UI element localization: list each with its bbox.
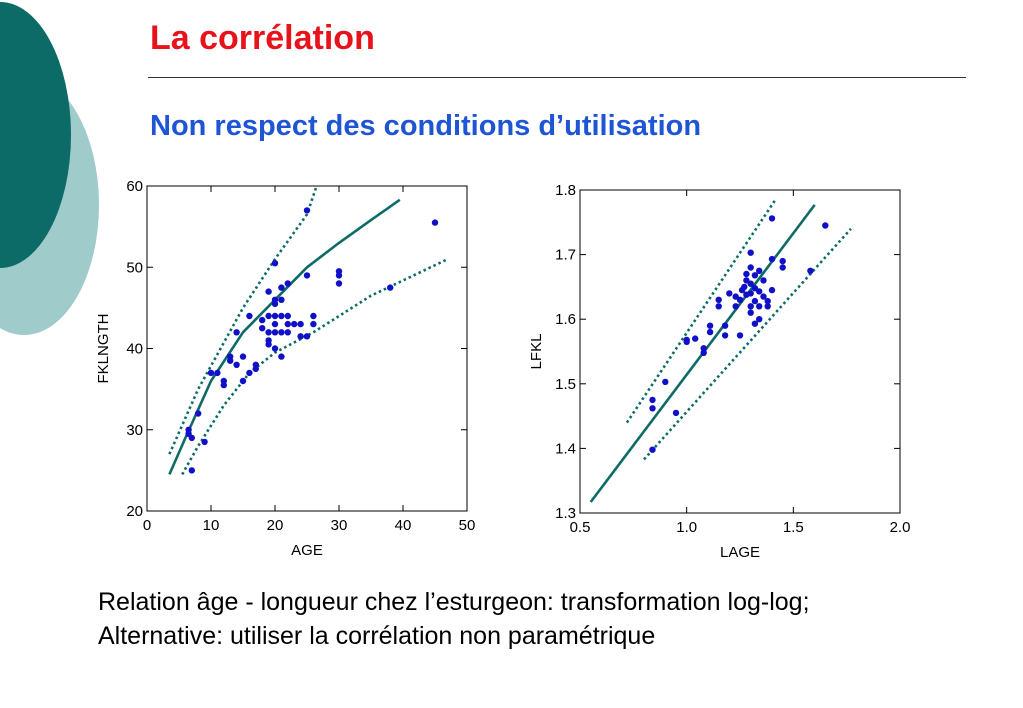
chart1-data-point [278,296,285,303]
chart1-data-point [278,284,285,291]
chart1-x-tick-label: 30 [331,517,348,534]
chart1-data-point [335,268,343,275]
chart1-data-point [284,280,291,287]
chart1-data-point [310,320,317,328]
chart1-data-point [265,341,272,348]
chart1-data-point [265,329,272,336]
chart1-data-point [259,325,266,332]
chart1-y-tick-label: 20 [126,503,143,520]
chart1-data-point [185,426,192,433]
chart1-data-point [271,345,279,352]
slide-subtitle: Non respect des conditions d’utilisation [150,110,702,142]
chart1-data-point [220,381,227,389]
decor-circle-dark [0,2,71,268]
chart1-data-point [387,284,394,291]
chart1-data-point [188,467,195,474]
chart1-data-point [284,329,291,336]
chart1-x-tick-label: 10 [203,517,220,534]
chart1-data-point [271,296,279,303]
chart1-data-point [233,329,240,336]
chart1-regression-line [168,198,401,475]
chart1-data-point [207,369,215,377]
chart1-data-point [265,288,272,295]
chart1-data-point [297,333,304,340]
chart1-data-point [259,316,266,324]
chart1-x-tick-label: 40 [395,517,412,534]
chart1-data-point [271,329,279,336]
chart1-upper-confidence-band [168,185,318,455]
chart1-y-axis-label: FKLNGTH [95,313,112,383]
chart1-y-tick-label: 60 [126,178,143,195]
chart1-data-point [195,410,202,417]
chart1-data-point [233,361,240,368]
chart1-data-point [239,377,247,385]
chart1-lower-confidence-band [181,257,449,476]
chart1-data-point [227,353,234,360]
chart1-data-point [291,320,298,328]
slide-caption: Relation âge - longueur chez l’esturgeon… [98,585,1018,653]
chart1-data-point [239,353,247,360]
chart1-data-point [303,333,311,340]
slide-decoration [0,2,99,335]
chart1-x-tick-label: 20 [267,517,284,534]
chart1-data-point [214,369,221,377]
chart1-y-tick-label: 40 [126,341,143,358]
chart1-data-point [284,320,291,328]
chart1-data-point [278,353,285,360]
chart1-y-tick-label: 50 [126,259,143,276]
chart1-data-point [271,320,279,328]
chart1-data-point [297,320,304,328]
chart1-data-point [265,312,272,320]
chart1-x-tick-label: 50 [459,517,476,534]
chart1-data-point [188,434,195,442]
chart1-data-point [271,312,279,320]
caption-line-2: Alternative: utiliser la corrélation non… [98,622,656,650]
chart1-data-point [252,365,259,372]
title-divider [148,77,966,78]
chart1-x-axis-label: AGE [291,542,323,559]
caption-line-1: Relation âge - longueur chez l’esturgeon… [98,588,810,616]
chart1-data-point [201,438,208,446]
chart1-data-point [278,329,285,336]
chart1-data-point [303,272,311,279]
chart1-plot-frame [146,185,468,512]
chart1-data-point [246,369,253,377]
chart1-data-point [335,280,343,287]
chart1-x-tick-label: 0 [143,517,151,534]
chart1-data-point [271,260,279,267]
chart1-data-point [278,312,285,320]
chart1-data-point [284,312,291,320]
chart1-data-point [303,207,311,214]
slide-title: La corrélation [150,19,375,57]
chart1-data-point [431,219,439,226]
chart1-data-point [310,312,317,320]
chart1-y-tick-label: 30 [126,422,143,439]
chart1-data-point [246,312,253,320]
